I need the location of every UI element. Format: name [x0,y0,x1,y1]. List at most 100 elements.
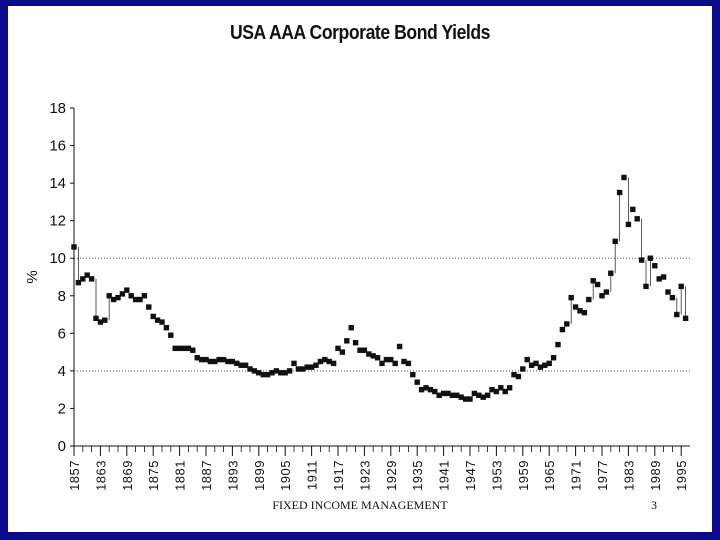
axes [73,108,690,447]
data-point [506,385,513,391]
data-point [132,296,139,303]
data-point [313,362,319,368]
data-points [71,174,689,402]
data-point [471,390,478,397]
data-point [616,189,623,196]
data-point [427,386,434,393]
data-point [476,392,482,398]
y-tick-label: 8 [58,288,66,305]
data-point [432,388,438,395]
data-point [128,293,134,299]
y-tick-label: 14 [49,175,66,192]
data-point [80,276,86,282]
data-point [647,255,654,261]
data-point [163,325,170,331]
x-tick-label: 1965 [542,460,557,491]
data-point [344,338,350,344]
x-tick-label: 1971 [569,460,584,491]
x-tick-label: 1899 [252,460,267,491]
data-point [590,278,596,284]
data-point [612,238,618,245]
x-tick-label: 1929 [384,460,399,491]
data-point [643,283,649,290]
data-point [581,309,588,316]
data-point [220,356,227,363]
y-tick-label: 16 [49,138,66,155]
gridlines [74,257,690,372]
data-point [194,355,200,361]
data-point [242,362,249,368]
data-point [374,355,381,361]
data-point [339,349,346,355]
data-point [256,370,262,376]
data-point [137,296,143,303]
x-tick-label: 1893 [225,460,240,491]
data-point [168,332,174,338]
data-point [225,358,231,365]
data-point [682,315,689,322]
data-point [467,396,473,402]
x-tick-label: 1995 [674,460,689,491]
data-point [379,360,385,367]
data-point [674,311,680,318]
data-point [154,317,161,323]
data-point [405,360,412,367]
data-point [489,386,495,393]
data-point [669,294,676,301]
data-point [660,274,667,280]
data-point [630,206,636,213]
x-tick-label: 1905 [278,460,293,491]
x-tick-label: 1953 [489,460,504,491]
data-point [484,392,491,398]
data-point [181,345,187,352]
x-tick-label: 1887 [199,460,214,491]
x-tick-label: 1863 [93,460,108,491]
data-point [295,366,302,372]
data-point [515,373,522,380]
data-point [638,257,645,263]
data-point [528,362,535,368]
data-point [449,392,456,398]
data-point [150,313,156,320]
data-point [550,355,557,361]
data-point [212,358,218,365]
x-tick-label: 1911 [305,460,320,490]
data-point [207,358,214,365]
data-point [594,281,601,288]
data-point [88,276,95,282]
data-point [410,371,416,378]
data-point [115,294,121,301]
data-point [106,293,112,299]
data-point [238,362,244,368]
data-point [480,394,486,400]
x-axis-ticks: 1857 1863 1869 1875 1881 1887 1893 1899 1905 1911… [67,446,689,491]
data-point [603,289,610,295]
data-point [97,319,104,325]
data-point [361,347,368,353]
data-point [229,358,236,365]
data-point [141,293,148,299]
y-tick-label: 4 [58,363,66,380]
data-point [185,345,192,352]
data-point [498,385,504,391]
data-point [458,394,464,400]
data-point [599,293,605,299]
data-point [652,263,658,269]
data-point [119,291,126,297]
data-point [493,388,500,395]
x-tick-label: 1959 [516,460,531,491]
slide-background [8,6,712,532]
data-point [423,385,429,391]
data-point [251,368,258,374]
data-point [172,345,178,352]
data-point [124,287,130,293]
y-tick-label: 0 [58,438,66,455]
data-point [537,364,544,370]
data-point [634,216,640,222]
data-point [608,270,614,276]
x-tick-label: 1875 [146,460,161,491]
data-point [348,325,354,331]
data-point [330,360,337,367]
data-point [665,289,671,295]
